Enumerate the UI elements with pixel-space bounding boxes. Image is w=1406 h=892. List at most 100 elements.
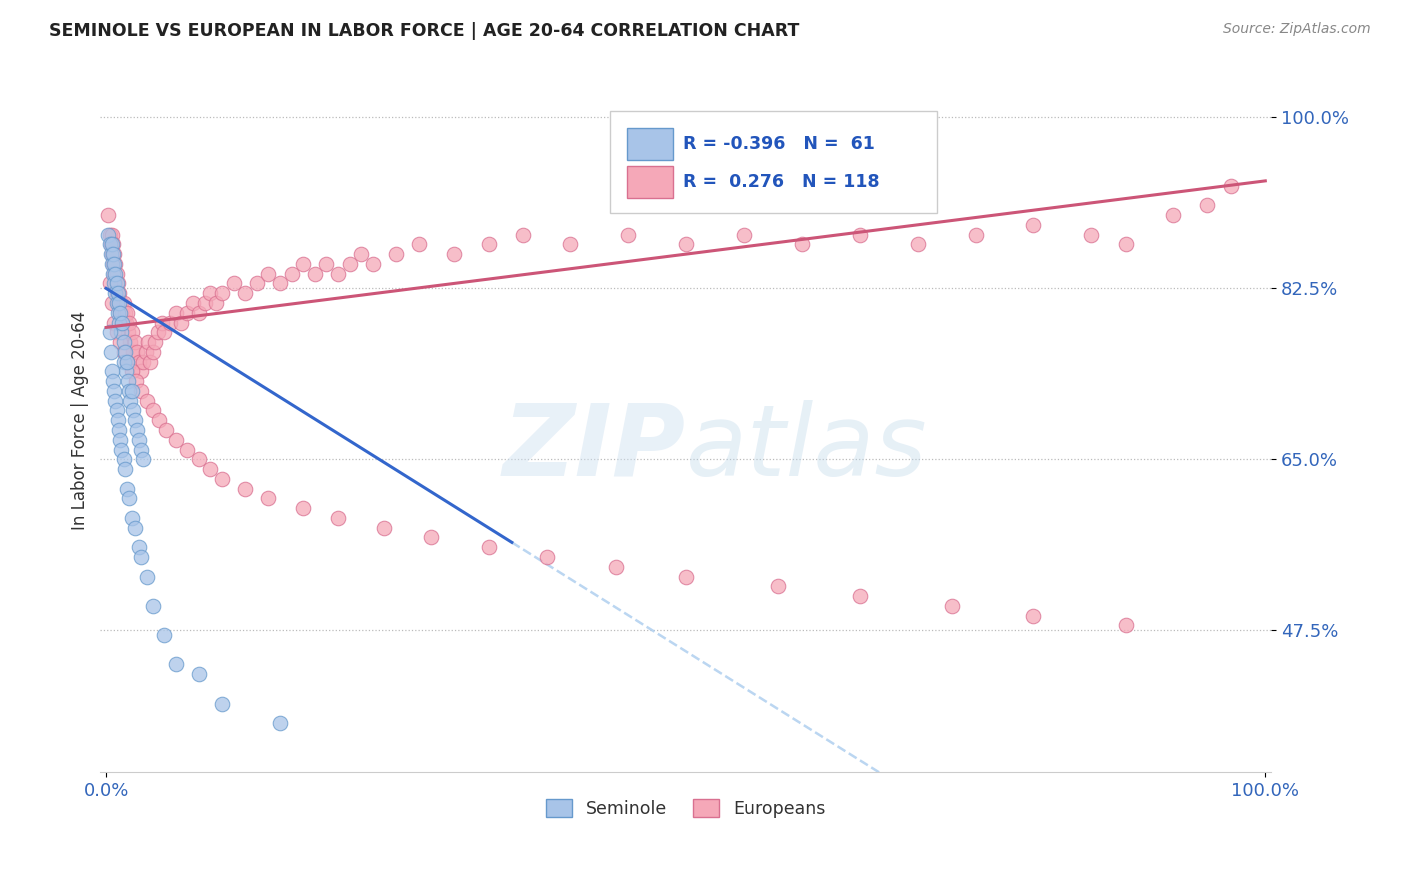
Point: [112, 452, 135, 467]
Point: [512, 227, 534, 242]
Point: [101, 257, 124, 271]
Point: [115, 364, 138, 378]
Point: [101, 374, 124, 388]
Point: [170, 316, 193, 330]
Point: [269, 277, 291, 291]
Point: [103, 257, 125, 271]
Point: [101, 237, 124, 252]
Point: [110, 326, 132, 340]
Point: [211, 697, 233, 711]
Point: [107, 296, 129, 310]
Point: [128, 433, 150, 447]
Point: [124, 335, 146, 350]
Point: [115, 354, 138, 368]
Point: [616, 227, 638, 242]
Point: [107, 277, 129, 291]
Point: [114, 344, 136, 359]
Point: [315, 257, 337, 271]
Point: [1115, 618, 1137, 632]
Point: [118, 384, 141, 398]
Point: [121, 326, 143, 340]
Point: [257, 267, 280, 281]
Point: [1022, 608, 1045, 623]
Point: [101, 247, 124, 261]
Point: [141, 599, 163, 613]
Point: [101, 267, 124, 281]
Point: [121, 344, 143, 359]
Point: [139, 354, 162, 368]
Point: [848, 227, 870, 242]
Point: [419, 531, 441, 545]
Point: [187, 306, 209, 320]
Point: [135, 344, 157, 359]
Point: [125, 374, 148, 388]
Point: [128, 354, 150, 368]
Point: [790, 237, 813, 252]
Point: [165, 657, 187, 672]
Point: [103, 277, 125, 291]
Point: [292, 257, 315, 271]
Point: [127, 423, 149, 437]
Point: [605, 559, 627, 574]
Point: [478, 237, 501, 252]
Point: [103, 316, 125, 330]
FancyBboxPatch shape: [627, 166, 673, 198]
FancyBboxPatch shape: [610, 111, 938, 212]
Point: [187, 452, 209, 467]
Point: [124, 413, 146, 427]
Point: [768, 579, 790, 593]
Point: [443, 247, 465, 261]
Point: [135, 569, 157, 583]
Point: [1197, 198, 1219, 212]
Point: [129, 364, 152, 378]
Point: [222, 277, 245, 291]
Point: [733, 227, 755, 242]
Point: [292, 501, 315, 516]
Point: [121, 403, 143, 417]
Point: [105, 286, 128, 301]
Point: [115, 316, 138, 330]
Point: [121, 511, 143, 525]
Point: [112, 354, 135, 368]
Point: [148, 413, 170, 427]
Point: [246, 277, 269, 291]
Point: [153, 326, 176, 340]
Point: [1080, 227, 1102, 242]
Point: [128, 541, 150, 555]
Point: [105, 267, 128, 281]
Point: [108, 306, 131, 320]
Point: [361, 257, 384, 271]
Text: R = -0.396   N =  61: R = -0.396 N = 61: [683, 135, 876, 153]
Point: [104, 267, 127, 281]
Point: [135, 393, 157, 408]
Point: [111, 306, 134, 320]
Point: [100, 344, 122, 359]
Point: [105, 277, 128, 291]
Point: [97, 208, 120, 222]
Point: [211, 286, 233, 301]
Point: [107, 286, 129, 301]
Point: [675, 237, 697, 252]
Point: [103, 247, 125, 261]
Point: [108, 316, 131, 330]
Point: [965, 227, 987, 242]
Point: [118, 491, 141, 506]
Point: [124, 521, 146, 535]
Point: [115, 482, 138, 496]
Point: [148, 326, 170, 340]
Point: [941, 599, 963, 613]
Point: [143, 335, 166, 350]
Point: [127, 344, 149, 359]
Point: [108, 296, 131, 310]
Point: [108, 433, 131, 447]
Point: [98, 237, 121, 252]
Point: [120, 393, 142, 408]
Point: [211, 472, 233, 486]
Text: SEMINOLE VS EUROPEAN IN LABOR FORCE | AGE 20-64 CORRELATION CHART: SEMINOLE VS EUROPEAN IN LABOR FORCE | AG…: [49, 22, 800, 40]
Point: [121, 364, 143, 378]
Point: [112, 316, 135, 330]
Point: [108, 306, 131, 320]
Point: [118, 316, 141, 330]
Point: [408, 237, 430, 252]
Point: [101, 364, 124, 378]
